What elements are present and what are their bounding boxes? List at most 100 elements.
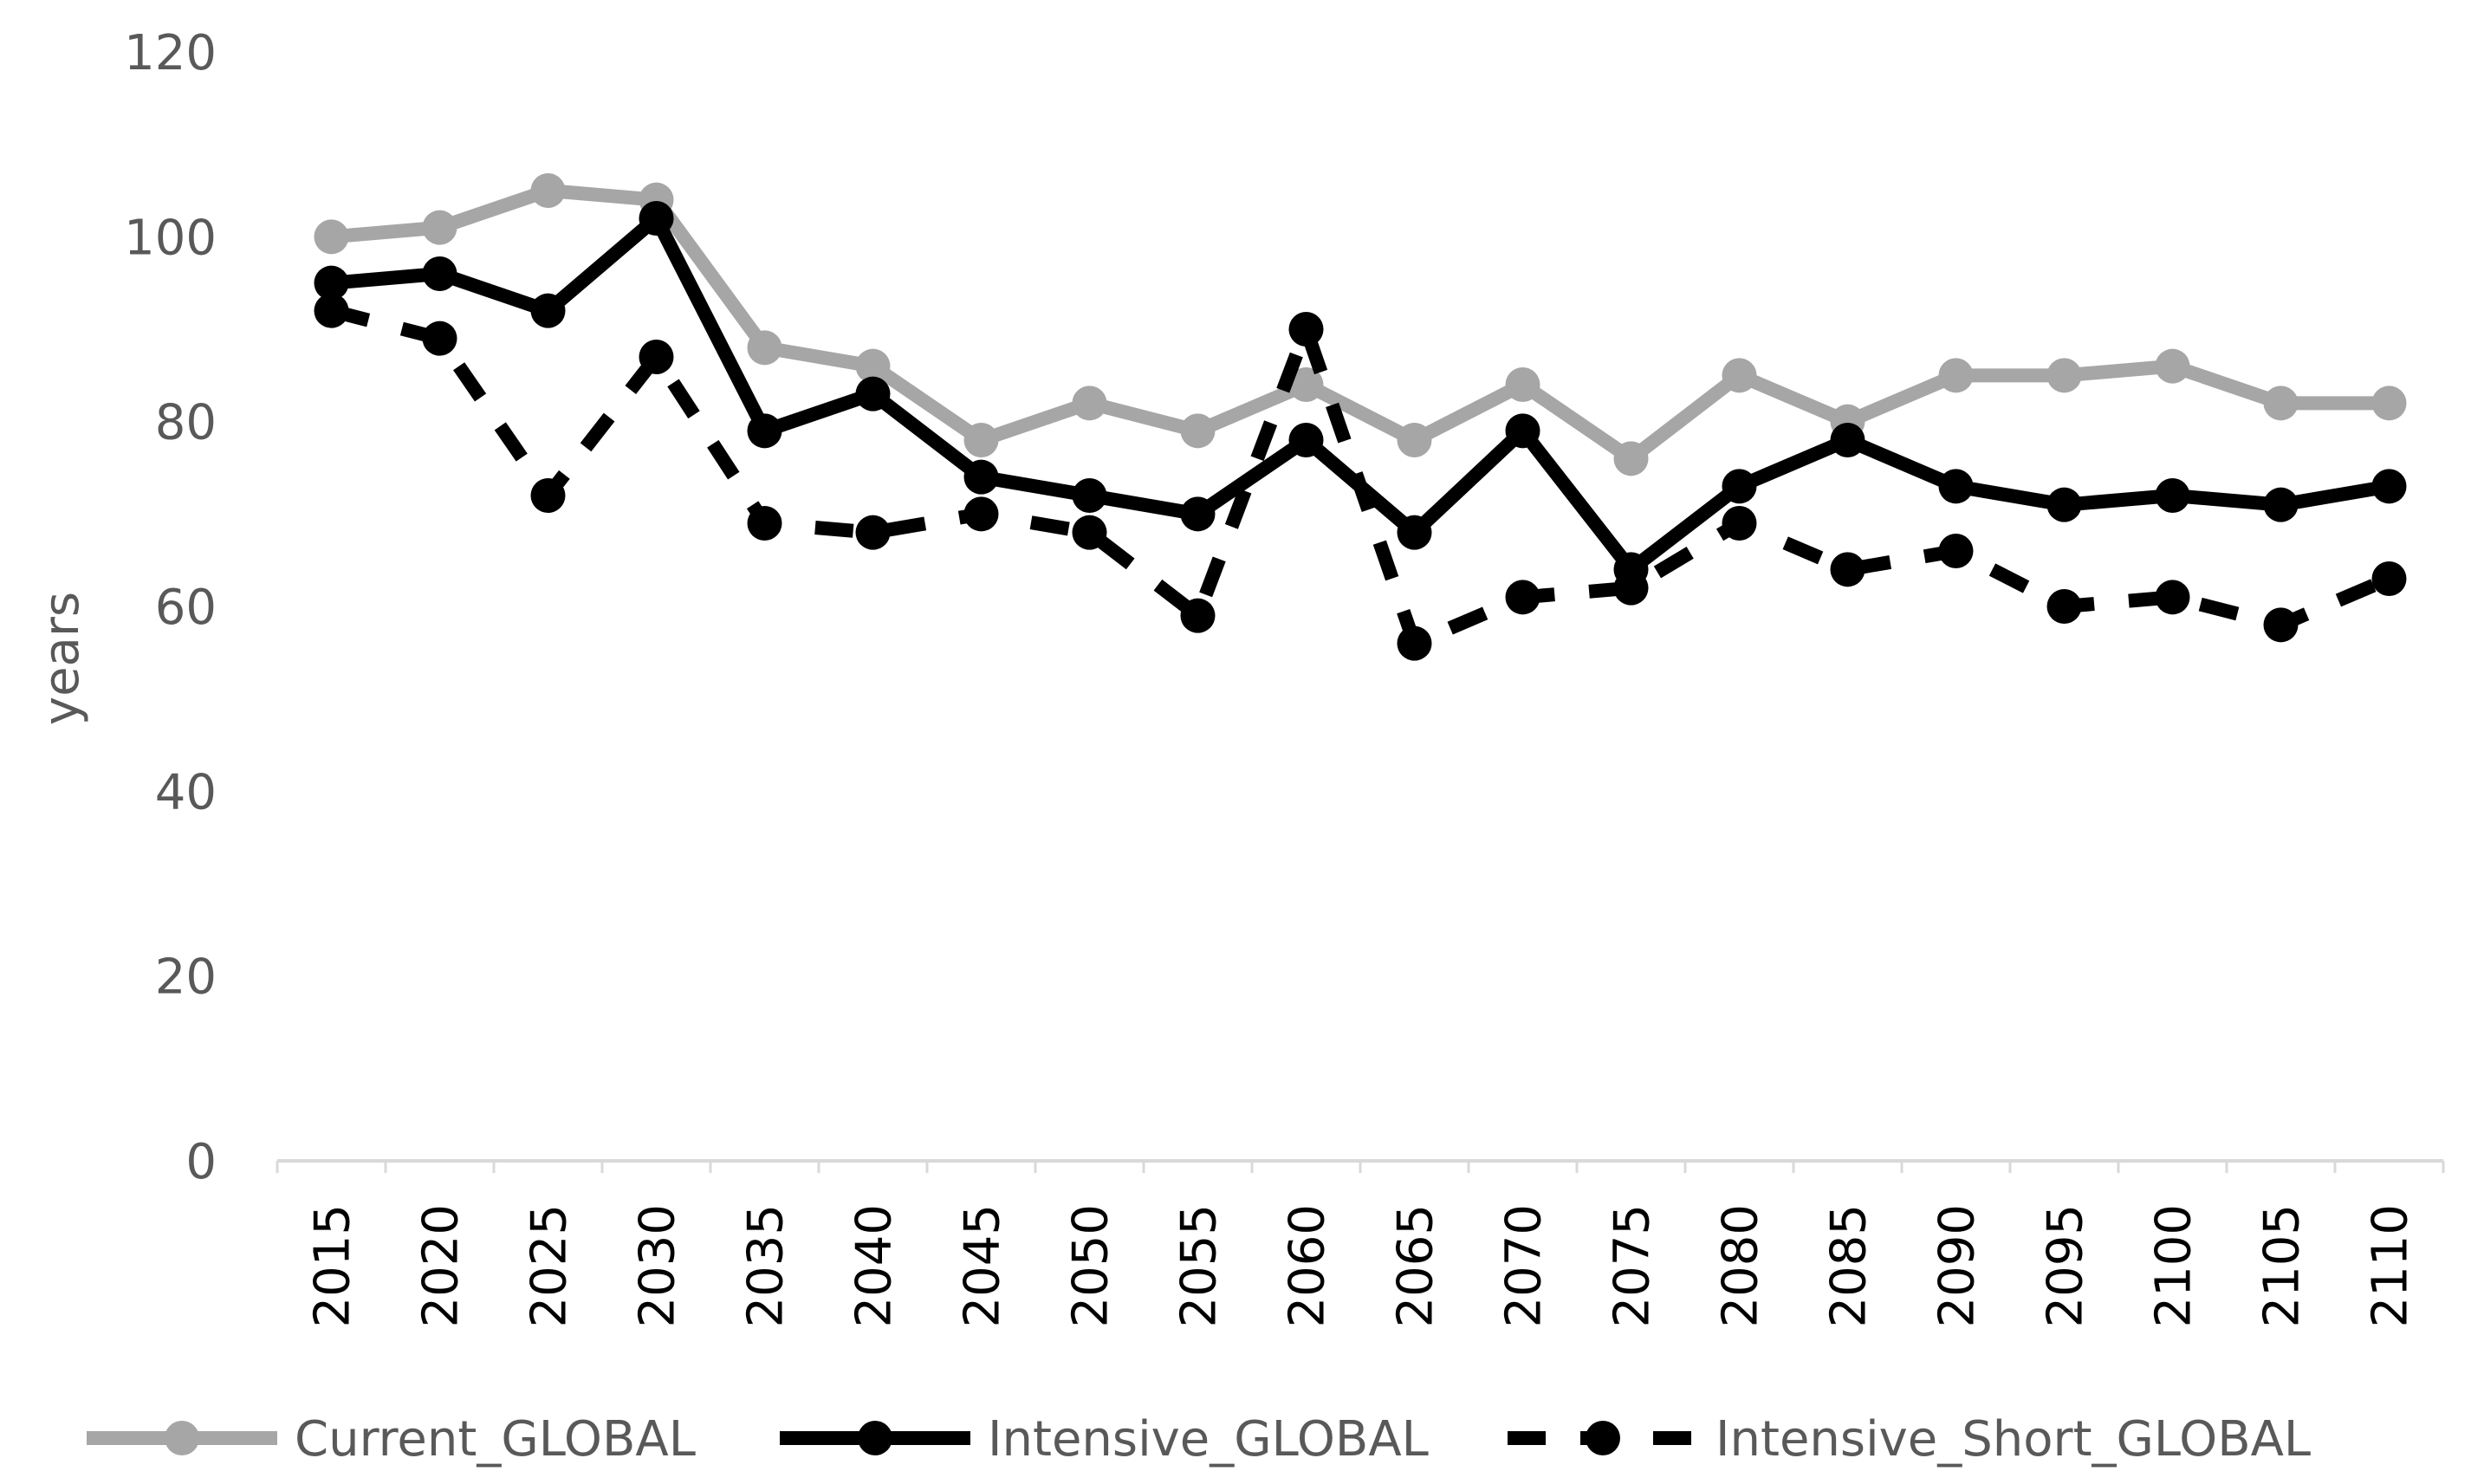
data-point [2046,487,2082,522]
data-point [1938,534,1974,568]
data-point [2263,487,2299,522]
legend-item: Intensive_GLOBAL [780,1411,1429,1468]
y-tick-label: 40 [155,764,217,820]
data-point [855,348,891,384]
x-tick-label: 2085 [1821,1204,1878,1328]
legend-item: Current_GLOBAL [87,1411,696,1468]
data-point [2371,469,2407,504]
data-point [1938,358,1974,393]
data-point [855,515,891,550]
y-tick-label: 80 [155,395,217,451]
data-point [2046,358,2082,393]
data-point [1505,580,1540,615]
data-point [639,340,674,374]
data-point [747,330,782,366]
data-point [1072,515,1107,550]
data-point [422,210,457,245]
y-tick-label: 120 [124,25,217,81]
data-point [422,321,457,356]
legend-swatch-marker [858,1421,892,1455]
data-point [1288,423,1324,457]
data-point [1180,598,1216,633]
x-tick-label: 2060 [1280,1204,1336,1328]
x-tick-label: 2015 [305,1204,361,1328]
data-point [1397,423,1432,457]
data-point [314,293,349,328]
data-point [2155,580,2190,615]
x-tick-label: 2030 [630,1204,686,1328]
data-point [314,219,349,255]
data-point [2371,386,2407,421]
data-point [1722,358,1757,393]
y-tick-label: 60 [155,580,217,636]
x-tick-label: 2055 [1171,1204,1228,1328]
x-tick-label: 2095 [2038,1204,2094,1328]
x-tick-label: 2040 [846,1204,903,1328]
legend-label: Intensive_GLOBAL [988,1411,1429,1468]
data-point [2155,478,2190,513]
data-point [1288,367,1324,402]
y-tick-label: 20 [155,949,217,1006]
data-point [855,376,891,412]
series-intensive-short-global [314,293,2407,661]
series-line [324,211,2396,577]
data-point [1288,312,1324,347]
data-point [2263,607,2299,643]
y-axis-ticks: 0 20 40 60 80 100 120 [124,25,217,1190]
data-point [1613,570,1649,606]
legend-swatch-marker [165,1421,199,1455]
data-point [639,201,674,236]
legend-item: Intensive_Short_GLOBAL [1508,1411,2311,1468]
x-tick-label: 2025 [522,1204,578,1328]
data-point [1722,469,1757,504]
series-intensive-global [314,201,2407,587]
data-point [963,423,999,457]
legend: Current_GLOBAL Intensive_GLOBAL Intensive_… [87,1411,2311,1468]
legend-swatch-marker [1586,1421,1620,1455]
y-tick-label: 0 [185,1134,217,1190]
data-point [530,293,566,328]
data-point [747,506,782,541]
series-line [324,184,2396,466]
x-tick-label: 2070 [1496,1204,1553,1328]
y-tick-label: 100 [124,210,217,266]
x-tick-label: 2050 [1063,1204,1119,1328]
data-point [1505,413,1540,449]
data-point [1613,441,1649,476]
legend-label: Current_GLOBAL [295,1411,696,1468]
data-point [1830,423,1865,457]
data-point [1180,496,1216,532]
x-tick-label: 2110 [2363,1204,2419,1328]
series-line [329,303,2392,651]
x-tick-label: 2065 [1388,1204,1444,1328]
data-point [963,459,999,495]
data-point [2371,561,2407,596]
data-point [1397,625,1432,661]
data-point [530,478,566,513]
data-point [1072,478,1107,513]
data-point [530,173,566,208]
data-point [1072,386,1107,421]
x-tick-label: 2080 [1713,1204,1769,1328]
data-point [422,256,457,291]
x-tick-label: 2090 [1929,1204,1986,1328]
series-current-global [314,173,2407,476]
x-tick-label: 2045 [955,1204,1011,1328]
legend-label: Intensive_Short_GLOBAL [1715,1411,2311,1468]
data-point [963,496,999,532]
y-axis-title: years [34,592,90,725]
data-point [1180,413,1216,449]
data-point [1938,469,1974,504]
data-point [1505,367,1540,402]
data-point [2155,348,2190,384]
data-point [1830,552,1865,587]
x-tick-label: 2100 [2146,1204,2202,1328]
x-tick-label: 2075 [1605,1204,1661,1328]
x-tick-label: 2020 [413,1204,470,1328]
data-point [1722,506,1757,541]
data-point [1397,515,1432,550]
x-axis-ticks: 2015 2020 2025 2030 2035 2040 2045 2050 2055 2060… [276,1161,2445,1328]
data-point [314,265,349,301]
